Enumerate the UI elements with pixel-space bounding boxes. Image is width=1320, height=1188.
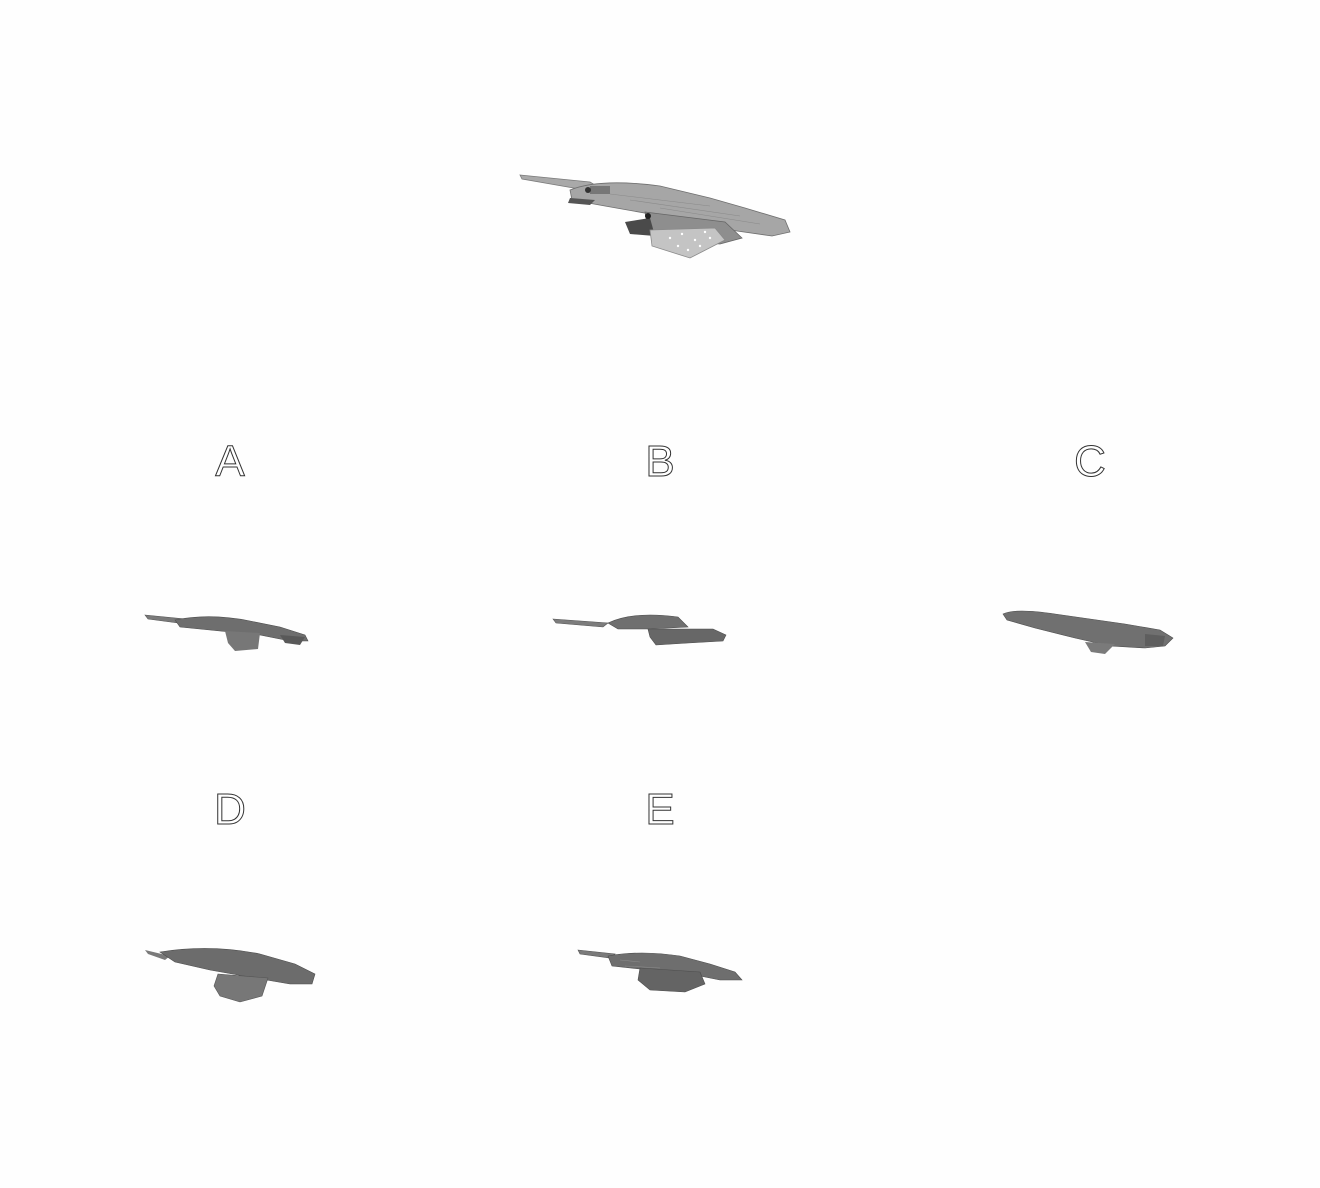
option-b-model[interactable]	[548, 605, 748, 675]
option-label-b: B	[645, 437, 675, 486]
reference-model	[510, 160, 800, 270]
option-d-model[interactable]	[140, 940, 340, 1010]
option-a-model[interactable]	[140, 605, 340, 675]
option-e-model-render	[577, 949, 743, 993]
option-label-a: A	[215, 437, 245, 486]
option-label-c: C	[1074, 437, 1107, 486]
option-b-model-render	[552, 614, 727, 646]
option-e-model[interactable]	[570, 940, 770, 1010]
option-c-model-render	[1002, 610, 1174, 654]
option-a-model-render	[144, 614, 309, 651]
option-d-model-render	[145, 948, 316, 1003]
option-c-model[interactable]	[995, 600, 1195, 670]
option-label-d: D	[214, 785, 247, 834]
reference-model-render	[519, 174, 791, 259]
option-label-e: E	[645, 785, 675, 834]
